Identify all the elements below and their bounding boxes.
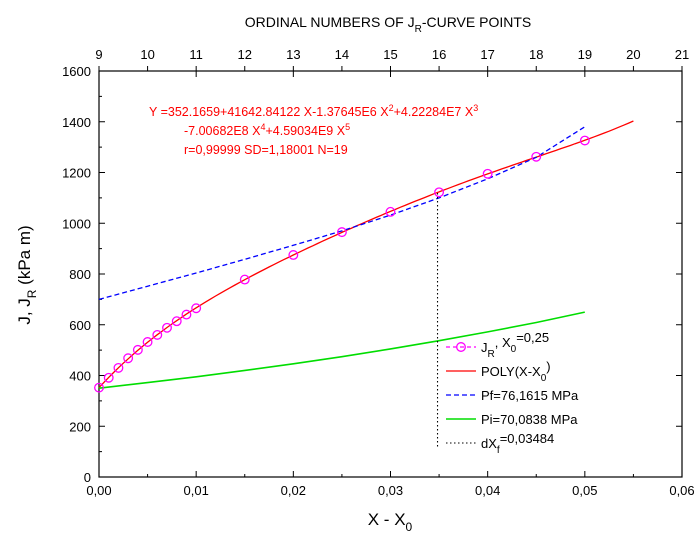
x-tick-label: 0,03	[378, 483, 403, 498]
top-tick-label: 11	[189, 47, 203, 62]
top-tick-label: 17	[480, 47, 494, 62]
jr-data-point	[171, 316, 182, 327]
top-tick-label: 10	[140, 47, 154, 62]
equation-line-1: Y =352.1659+41642.84122 X-1.37645E6 X2+4…	[149, 103, 478, 119]
top-tick-label: 9	[95, 47, 102, 62]
pf-dashed-line	[98, 126, 586, 301]
top-tick-label: 20	[626, 47, 640, 62]
jr-data-point	[288, 250, 299, 260]
jr-data-point	[181, 309, 192, 320]
equation-line-2: -7.00682E8 X4+4.59034E9 X5	[184, 122, 350, 138]
jr-data-point	[434, 187, 445, 198]
poly-fit-line	[98, 120, 634, 389]
jr-data-point	[482, 168, 493, 179]
y-axis-title: J, JR (kPa m)	[15, 225, 39, 324]
jr-data-point	[162, 322, 172, 333]
legend-label: POLY(X-X0)	[481, 359, 551, 384]
legend-label: Pf=76,1615 MPa	[481, 388, 579, 403]
x-tick-label: 0,06	[669, 483, 694, 498]
top-tick-label: 12	[238, 47, 252, 62]
legend-label: JR, X0=0,25	[481, 330, 549, 360]
y-tick-label: 1200	[62, 166, 91, 181]
jr-data-point	[94, 382, 104, 393]
x-tick-label: 0,00	[86, 483, 111, 498]
ticks-layer: 0,00 0,01 0,02 0,03 0,04 0,05 0,06 0 200 400 600 80…	[62, 47, 695, 498]
legend-label: dXf=0,03484	[481, 431, 554, 456]
legend-marker-jr	[456, 342, 466, 352]
top-tick-label: 21	[675, 47, 689, 62]
jr-data-point	[103, 372, 114, 383]
regression-equation: Y =352.1659+41642.84122 X-1.37645E6 X2+4…	[149, 103, 478, 157]
y-tick-label: 0	[84, 470, 91, 485]
y-tick-label: 1400	[62, 115, 91, 130]
x-tick-label: 0,02	[281, 483, 306, 498]
x-axis-title: X - X0	[368, 510, 413, 534]
y-tick-label: 200	[69, 419, 91, 434]
x-tick-label: 0,01	[184, 483, 209, 498]
top-tick-label: 13	[286, 47, 300, 62]
top-tick-label: 16	[432, 47, 446, 62]
equation-line-3: r=0,99999 SD=1,18001 N=19	[184, 143, 348, 157]
series-layer	[94, 120, 634, 447]
legend-label: Pi=70,0838 MPa	[481, 412, 578, 427]
jr-data-point	[132, 344, 143, 355]
top-tick-label: 18	[529, 47, 543, 62]
y-tick-label: 1000	[62, 216, 91, 231]
jr-data-point	[142, 337, 153, 347]
top-axis-title: ORDINAL NUMBERS OF JR-CURVE POINTS	[245, 14, 532, 35]
jr-data-point	[579, 135, 590, 146]
pi-line	[98, 311, 585, 389]
top-tick-label: 19	[578, 47, 592, 62]
top-tick-label: 15	[383, 47, 397, 62]
jr-data-point	[385, 206, 396, 217]
jr-data-point	[191, 303, 202, 314]
y-tick-label: 400	[69, 369, 91, 384]
jr-data-point	[531, 151, 542, 162]
y-tick-label: 800	[69, 267, 91, 282]
jr-data-point	[336, 227, 347, 238]
jr-data-point	[239, 274, 250, 285]
y-tick-label: 1600	[62, 64, 91, 79]
top-tick-label: 14	[335, 47, 349, 62]
jr-data-point	[123, 353, 134, 364]
x-tick-label: 0,05	[572, 483, 597, 498]
jr-data-point	[113, 362, 124, 373]
jr-data-point	[152, 329, 163, 340]
x-tick-label: 0,04	[475, 483, 500, 498]
y-tick-label: 600	[69, 318, 91, 333]
